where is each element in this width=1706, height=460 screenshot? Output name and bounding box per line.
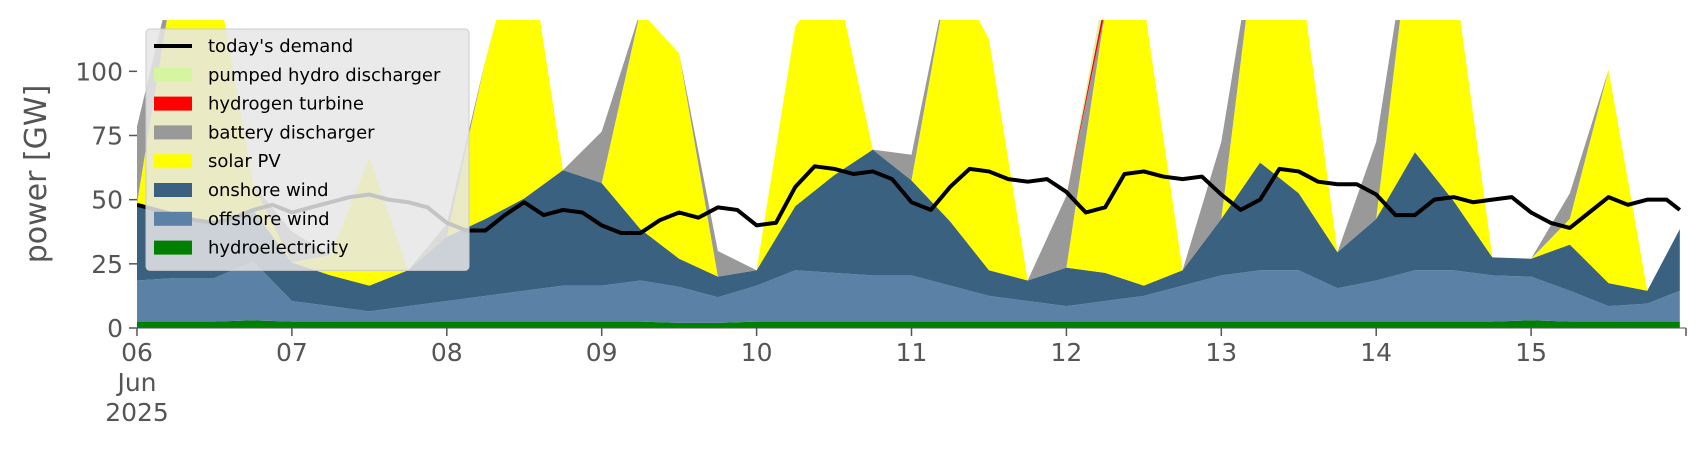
area-battery-discharger — [137, 20, 1680, 291]
legend-swatch-onshore-wind — [154, 183, 192, 197]
legend-label-pumped-hydro-discharger: pumped hydro discharger — [208, 65, 441, 86]
legend-swatch-battery-discharger — [154, 125, 192, 140]
x-tick-label: 10 — [741, 338, 773, 367]
legend-label-solar-pv: solar PV — [208, 151, 281, 172]
x-tick-label: 09 — [586, 338, 618, 367]
y-tick-label: 75 — [91, 122, 123, 151]
area-solar-pv — [137, 20, 1680, 291]
y-tick-label: 50 — [91, 186, 123, 215]
stacked-areas — [137, 20, 1680, 328]
x-tick-month-label: Jun — [115, 368, 156, 397]
legend-swatch-pumped-hydro-discharger — [154, 67, 192, 82]
x-tick-label: 08 — [431, 338, 463, 367]
legend-label-today-s-demand: today's demand — [208, 36, 353, 57]
y-tick-label: 25 — [91, 250, 123, 279]
legend-label-onshore-wind: onshore wind — [208, 180, 329, 201]
x-tick-year-label: 2025 — [105, 398, 169, 427]
legend-swatch-hydroelectricity — [154, 240, 192, 255]
legend-box — [145, 28, 470, 271]
x-tick-label: 07 — [276, 338, 308, 367]
y-tick-label: 100 — [75, 57, 123, 86]
y-axis-title: power [GW] — [19, 85, 54, 264]
legend-swatch-hydrogen-turbine — [154, 96, 192, 111]
area-onshore-wind — [137, 149, 1680, 312]
x-tick-label: 14 — [1360, 338, 1392, 367]
x-tick-label: 13 — [1205, 338, 1237, 367]
x-tick-label: 15 — [1515, 338, 1547, 367]
y-axis-ticks: 0 25 50 75 100 — [75, 57, 137, 343]
legend-label-hydroelectricity: hydroelectricity — [208, 238, 349, 259]
area-offshore-wind — [137, 261, 1680, 323]
legend-label-offshore-wind: offshore wind — [208, 209, 330, 230]
area-hydroelectricity — [137, 320, 1680, 328]
x-tick-label: 12 — [1050, 338, 1082, 367]
legend-swatch-offshore-wind — [154, 211, 192, 226]
legend-label-battery-discharger: battery discharger — [208, 122, 375, 143]
legend: today's demand pumped hydro discharger hyd… — [145, 28, 470, 271]
x-tick-label: 06 — [121, 338, 153, 367]
y-tick-label: 0 — [107, 314, 123, 343]
legend-label-hydrogen-turbine: hydrogen turbine — [208, 94, 364, 115]
x-tick-label: 11 — [896, 338, 928, 367]
legend-swatch-solar-pv — [154, 154, 192, 169]
